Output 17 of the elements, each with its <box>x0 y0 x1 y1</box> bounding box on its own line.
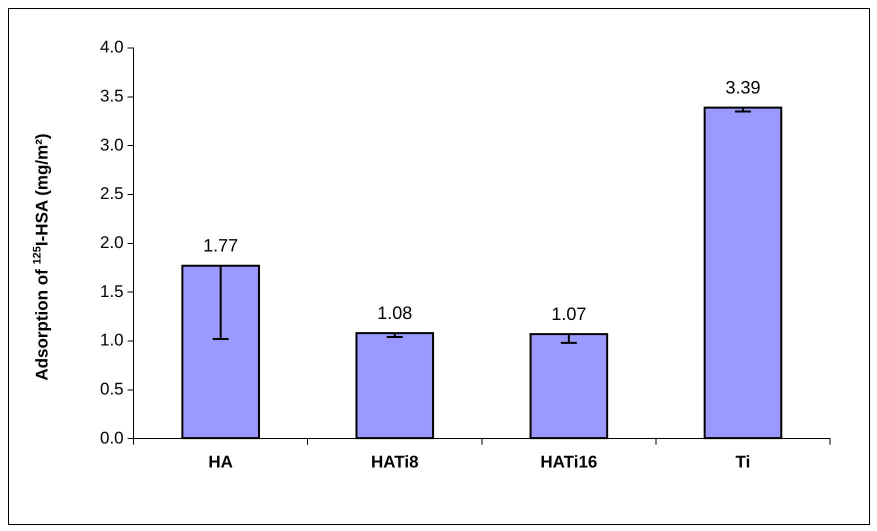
y-tick-label: 4.0 <box>100 38 124 57</box>
y-tick-label: 1.5 <box>100 282 124 301</box>
data-label: 1.08 <box>377 303 412 324</box>
x-tick-label: Ti <box>736 452 750 472</box>
x-tick-label: HATi16 <box>540 452 598 472</box>
y-tick-label: 2.5 <box>100 184 124 204</box>
data-label: 1.07 <box>551 304 586 324</box>
y-tick-label: 0.0 <box>100 428 124 448</box>
y-tick-label: 3.0 <box>100 135 124 154</box>
y-tick-label: 1.0 <box>100 330 124 350</box>
data-label: 1.77 <box>203 236 238 256</box>
y-tick-label: 3.5 <box>100 86 124 106</box>
y-tick-label: 0.5 <box>100 379 124 398</box>
data-label: 3.39 <box>725 78 760 98</box>
x-tick-label: HA <box>208 452 233 472</box>
y-tick-label: 2.0 <box>100 232 124 252</box>
x-tick-label: HATi8 <box>370 452 419 472</box>
